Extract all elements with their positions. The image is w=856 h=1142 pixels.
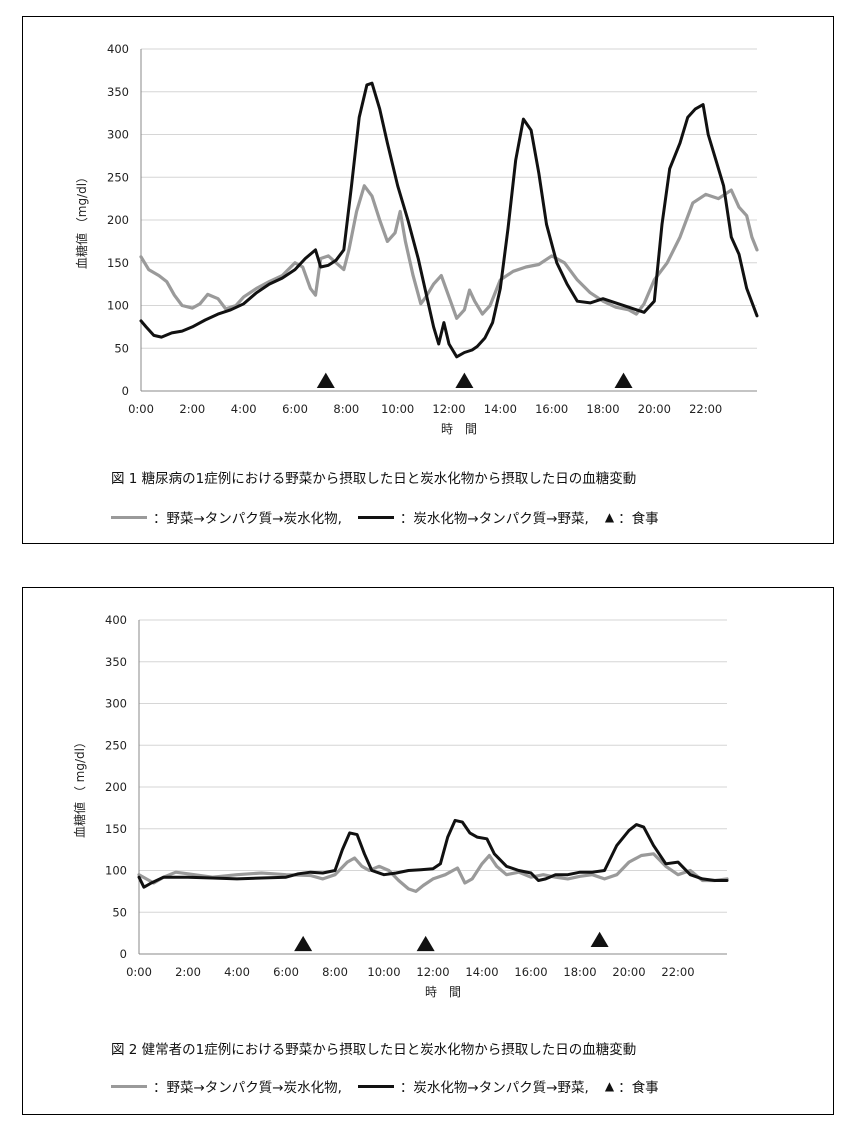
chart-1-caption: 図 1 糖尿病の1症例における野菜から摂取した日と炭水化物から摂取した日の血糖変… <box>111 471 637 487</box>
x-tick-label: 22:00 <box>661 965 694 979</box>
x-tick-label: 2:00 <box>175 965 201 979</box>
legend-label-carb-first: ：炭水化物→タンパク質→野菜, <box>399 511 589 527</box>
meal-marker <box>294 935 313 952</box>
x-tick-label: 20:00 <box>638 402 671 416</box>
x-tick-label: 6:00 <box>282 402 308 416</box>
y-tick-label: 250 <box>107 170 129 184</box>
x-tick-label: 4:00 <box>224 965 250 979</box>
y-tick-label: 0 <box>120 947 127 961</box>
y-tick-label: 0 <box>122 384 129 398</box>
y-tick-label: 100 <box>105 864 127 878</box>
triangle-icon: ▲ <box>604 510 615 524</box>
meal-marker <box>316 372 335 388</box>
y-tick-label: 50 <box>114 341 129 355</box>
x-tick-label: 2:00 <box>179 402 205 416</box>
y-tick-label: 350 <box>107 85 129 99</box>
y-tick-label: 400 <box>107 42 129 56</box>
x-tick-label: 10:00 <box>381 402 414 416</box>
legend-label-veg-first: ：野菜→タンパク質→炭水化物, <box>153 511 342 527</box>
legend-swatch-gray <box>111 1084 147 1088</box>
chart-2: 0 50 100 150 200 250 300 350 400 0:00 2:00 4:00 6:00… <box>72 613 729 999</box>
x-tick-label: 0:00 <box>126 965 152 979</box>
legend-item-veg-first: ：野菜→タンパク質→炭水化物, <box>111 507 342 527</box>
y-axis-label: 血糖値 （mg/dl） <box>74 171 89 269</box>
x-tick-label: 14:00 <box>465 965 498 979</box>
series-line-carb-first <box>137 818 729 889</box>
x-tick-label: 8:00 <box>322 965 348 979</box>
x-tick-label: 6:00 <box>273 965 299 979</box>
meal-marker <box>455 372 474 388</box>
y-tick-label: 400 <box>105 613 127 627</box>
y-tick-label: 100 <box>107 299 129 313</box>
x-axis-label: 時 間 <box>425 985 461 999</box>
x-tick-label: 12:00 <box>432 402 465 416</box>
legend-item-meal: ▲ ：食事 <box>605 1076 659 1096</box>
series-line-veg-first <box>139 184 759 320</box>
x-tick-label: 12:00 <box>416 965 449 979</box>
legend-swatch-gray <box>111 515 147 519</box>
y-tick-label: 150 <box>107 256 129 270</box>
x-axis-label: 時 間 <box>441 422 477 436</box>
meal-marker <box>614 372 633 388</box>
x-tick-label: 18:00 <box>586 402 619 416</box>
y-axis-label: 血糖値 （ mg/dl） <box>72 736 87 838</box>
y-tick-label: 150 <box>105 822 127 836</box>
x-tick-label: 8:00 <box>333 402 359 416</box>
legend-label-meal: ：食事 <box>618 1080 659 1096</box>
chart-1: 0 50 100 150 200 250 300 350 400 0:00 2:00 4:00 6:00… <box>74 42 759 436</box>
triangle-icon: ▲ <box>604 1079 615 1093</box>
y-tick-label: 300 <box>107 128 129 142</box>
y-tick-label: 200 <box>105 780 127 794</box>
chart-1-legend: ：野菜→タンパク質→炭水化物, ：炭水化物→タンパク質→野菜, ▲ ：食事 <box>111 507 675 527</box>
legend-item-carb-first: ：炭水化物→タンパク質→野菜, <box>357 1076 589 1096</box>
y-tick-label: 250 <box>105 738 127 752</box>
series-line-carb-first <box>139 81 759 359</box>
legend-label-veg-first: ：野菜→タンパク質→炭水化物, <box>153 1080 342 1096</box>
legend-label-carb-first: ：炭水化物→タンパク質→野菜, <box>399 1080 589 1096</box>
x-tick-label: 20:00 <box>612 965 645 979</box>
legend-swatch-black <box>357 1084 394 1088</box>
meal-marker <box>590 931 609 948</box>
legend-item-meal: ▲ ：食事 <box>605 507 659 527</box>
x-tick-label: 14:00 <box>484 402 517 416</box>
meal-marker <box>416 935 435 952</box>
legend-label-meal: ：食事 <box>618 511 659 527</box>
y-tick-label: 300 <box>105 697 127 711</box>
y-tick-label: 200 <box>107 213 129 227</box>
x-tick-label: 22:00 <box>689 402 722 416</box>
chart-panel-2: 0 50 100 150 200 250 300 350 400 0:00 2:00 4:00 6:00… <box>22 587 834 1115</box>
x-tick-label: 18:00 <box>563 965 596 979</box>
x-tick-label: 10:00 <box>367 965 400 979</box>
legend-swatch-black <box>357 515 394 519</box>
legend-item-carb-first: ：炭水化物→タンパク質→野菜, <box>357 507 589 527</box>
chart-2-legend: ：野菜→タンパク質→炭水化物, ：炭水化物→タンパク質→野菜, ▲ ：食事 <box>111 1076 675 1096</box>
y-tick-label: 50 <box>112 905 127 919</box>
x-tick-label: 0:00 <box>128 402 154 416</box>
x-tick-label: 4:00 <box>231 402 257 416</box>
chart-2-caption: 図 2 健常者の1症例における野菜から摂取した日と炭水化物から摂取した日の血糖変… <box>111 1042 637 1058</box>
chart-panel-1: 0 50 100 150 200 250 300 350 400 0:00 2:00 4:00 6:00… <box>22 16 834 544</box>
x-tick-label: 16:00 <box>535 402 568 416</box>
x-tick-label: 16:00 <box>514 965 547 979</box>
legend-item-veg-first: ：野菜→タンパク質→炭水化物, <box>111 1076 342 1096</box>
y-tick-label: 350 <box>105 655 127 669</box>
series-line-veg-first <box>137 852 729 893</box>
